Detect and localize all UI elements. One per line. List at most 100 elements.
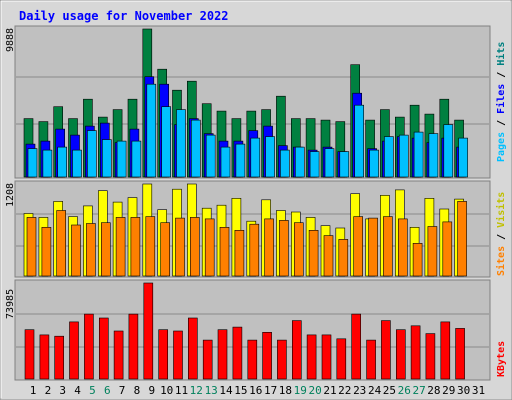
sites-bar-day-10 — [160, 222, 170, 277]
pages-bar-day-19 — [294, 146, 305, 178]
sites-bar-day-30 — [457, 201, 467, 277]
legends: Pages / Files / Hits Sites / Visits KBytes — [495, 42, 507, 377]
kbytes-bar-day-13 — [202, 339, 213, 380]
day-label-31: 31 — [472, 384, 485, 397]
sites-bar-day-9 — [145, 216, 156, 277]
kbytes-bar-day-16 — [247, 339, 258, 380]
sites-bar-day-14 — [219, 227, 230, 277]
pages-bar-day-5 — [87, 130, 97, 178]
pages-bar-day-13 — [205, 134, 216, 178]
kbytes-bar-day-17 — [262, 331, 272, 380]
sites-bar-day-5 — [86, 223, 96, 277]
pages-bar-day-2 — [42, 149, 53, 178]
day-label-17: 17 — [264, 384, 277, 397]
pages-bar-day-23 — [354, 104, 365, 178]
chart-bars — [23, 28, 468, 380]
day-label-26: 26 — [398, 384, 411, 397]
day-label-7: 7 — [119, 384, 126, 397]
sites-bar-day-22 — [338, 239, 349, 277]
pages-bar-day-30 — [458, 137, 468, 178]
legend-panel3: KBytes — [496, 341, 507, 377]
pages-bar-day-15 — [235, 143, 246, 178]
legend-item-pages: Pages — [496, 132, 507, 162]
day-label-4: 4 — [74, 384, 81, 397]
chart-title: Daily usage for November 2022 — [19, 9, 229, 23]
kbytes-bar-day-1 — [24, 329, 35, 380]
legend-item-files: Files — [495, 84, 507, 114]
kbytes-bar-day-27 — [410, 325, 421, 380]
legend-item-sites: Sites — [495, 246, 507, 276]
kbytes-bar-day-3 — [54, 335, 65, 380]
day-labels: 1 2 3 4 5 6 7 8 9 10 11 12 13 14 15 16 17 18 19 20 21 22 23 24 2… — [30, 384, 485, 397]
sites-bar-day-12 — [190, 217, 200, 277]
sites-bar-day-18 — [279, 220, 289, 277]
sites-bar-day-20 — [308, 230, 319, 277]
day-label-9: 9 — [148, 384, 155, 397]
kbytes-bar-day-22 — [336, 338, 347, 380]
pages-bar-day-24 — [369, 149, 379, 178]
day-label-27: 27 — [412, 384, 425, 397]
day-label-29: 29 — [442, 384, 455, 397]
pages-bar-day-28 — [428, 133, 439, 178]
legend-separator: / — [496, 228, 507, 246]
kbytes-bar-day-21 — [321, 334, 332, 380]
day-label-10: 10 — [160, 384, 173, 397]
day-label-24: 24 — [368, 384, 382, 397]
sites-bar-day-11 — [175, 217, 185, 277]
pages-bar-day-11 — [176, 109, 186, 178]
day-label-19: 19 — [294, 384, 307, 397]
day-label-3: 3 — [59, 384, 66, 397]
day-label-11: 11 — [175, 384, 188, 397]
panel3-max-label: 73985 — [5, 289, 16, 319]
sites-bar-day-2 — [41, 227, 52, 277]
pages-bar-day-18 — [280, 149, 290, 178]
day-label-22: 22 — [338, 384, 351, 397]
sites-bar-day-7 — [115, 217, 126, 277]
pages-bar-day-27 — [413, 131, 424, 178]
kbytes-bar-day-28 — [425, 333, 436, 380]
sites-bar-day-3 — [56, 210, 67, 277]
day-label-23: 23 — [353, 384, 366, 397]
sites-bar-day-23 — [353, 216, 364, 277]
day-label-13: 13 — [205, 384, 218, 397]
kbytes-bar-day-20 — [306, 334, 317, 380]
day-label-1: 1 — [30, 384, 37, 397]
day-label-30: 30 — [457, 384, 470, 397]
day-label-15: 15 — [234, 384, 247, 397]
kbytes-bar-day-6 — [99, 317, 109, 380]
pages-bar-day-12 — [191, 119, 201, 178]
kbytes-bar-day-25 — [381, 320, 391, 380]
kbytes-bar-day-9 — [143, 282, 154, 380]
sites-bar-day-29 — [442, 221, 453, 277]
sites-bar-day-28 — [427, 226, 438, 277]
sites-bar-day-19 — [293, 222, 304, 277]
day-label-8: 8 — [134, 384, 141, 397]
panel1-max-label: 9888 — [5, 28, 16, 52]
legend-item-kbytes: KBytes — [496, 341, 507, 377]
day-label-25: 25 — [383, 384, 396, 397]
pages-bar-day-7 — [116, 140, 127, 178]
day-label-16: 16 — [249, 384, 262, 397]
kbytes-bar-day-18 — [277, 339, 287, 380]
sites-bar-day-15 — [234, 230, 245, 277]
kbytes-bar-day-14 — [217, 329, 228, 380]
sites-bar-day-24 — [368, 217, 378, 277]
kbytes-bar-day-26 — [395, 329, 406, 380]
legend-panel1: Pages / Files / Hits — [495, 42, 507, 162]
sites-bar-day-25 — [383, 216, 393, 277]
pages-bar-day-26 — [398, 134, 409, 178]
kbytes-bar-day-4 — [69, 321, 79, 380]
pages-bar-day-3 — [57, 146, 68, 178]
kbytes-bar-day-11 — [173, 330, 183, 380]
panel2-max-label: 1208 — [5, 183, 16, 207]
day-label-6: 6 — [104, 384, 111, 397]
sites-bar-day-4 — [71, 224, 81, 277]
sites-bar-day-21 — [323, 235, 334, 277]
sites-bar-day-8 — [130, 217, 141, 277]
kbytes-bar-day-2 — [39, 334, 50, 380]
pages-bar-day-8 — [131, 140, 142, 178]
sites-bar-day-26 — [397, 218, 408, 277]
day-label-5: 5 — [89, 384, 96, 397]
day-label-12: 12 — [190, 384, 203, 397]
kbytes-bar-day-15 — [232, 326, 243, 380]
